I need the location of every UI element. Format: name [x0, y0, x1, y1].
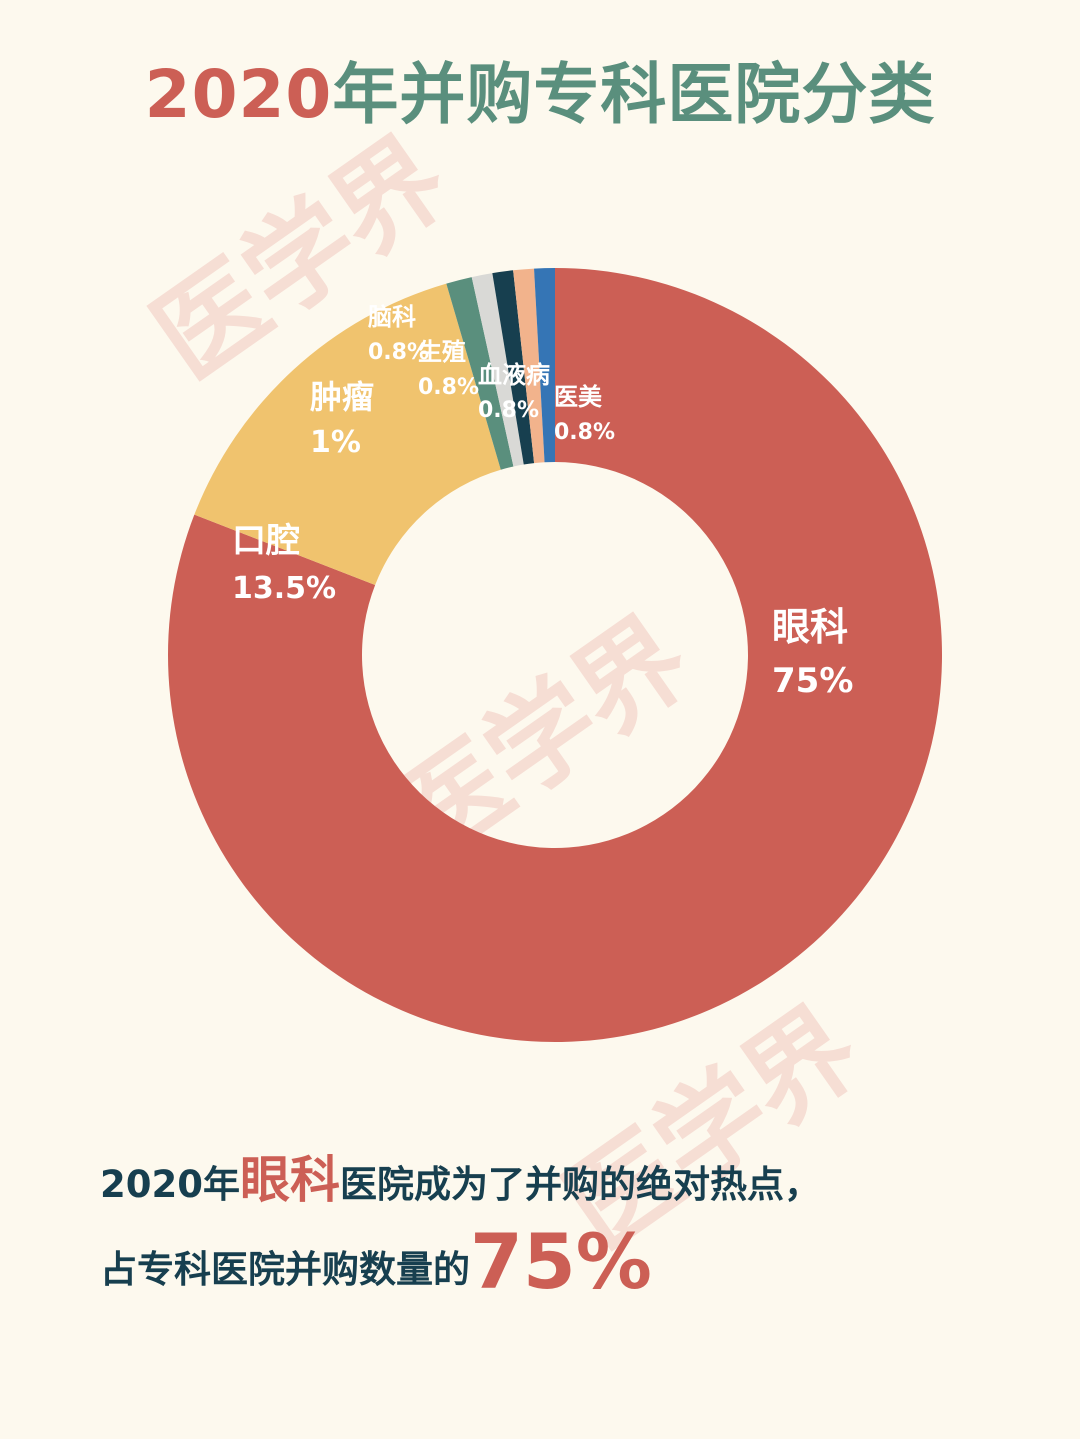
page-title: 2020年并购专科医院分类 — [0, 62, 1080, 128]
slice-4 — [492, 270, 535, 465]
slice-value-1: 13.5% — [232, 571, 336, 606]
slice-label-3: 脑科 — [367, 303, 416, 331]
slice-label-4: 生殖 — [418, 338, 466, 366]
title-year: 2020 — [144, 56, 333, 133]
slice-0 — [168, 268, 942, 1043]
slice-5 — [513, 268, 545, 464]
title-text: 年并购专科医院分类 — [332, 56, 936, 133]
slice-value-5: 0.8% — [478, 398, 539, 423]
slice-value-6: 0.8% — [554, 420, 615, 445]
slice-2 — [446, 277, 514, 470]
slice-3 — [471, 273, 524, 467]
slice-value-0: 75% — [772, 661, 853, 701]
summary-line2-highlight: 75% — [470, 1217, 652, 1306]
summary-line-2: 占专科医院并购数量的75% — [100, 1222, 652, 1310]
summary-line-1: 2020年眼科医院成为了并购的绝对热点， — [100, 1152, 821, 1213]
slice-label-1: 口腔 — [232, 521, 300, 561]
slice-label-6: 医美 — [554, 383, 602, 411]
slice-1 — [194, 283, 501, 586]
slice-label-5: 血液病 — [478, 361, 550, 389]
slice-label-2: 肿瘤 — [310, 378, 374, 416]
summary-line1-pre: 2020年 — [100, 1163, 240, 1206]
slice-value-2: 1% — [310, 425, 361, 460]
slice-6 — [534, 268, 555, 463]
summary-line1-post: 医院成为了并购的绝对热点， — [339, 1163, 821, 1206]
slice-label-0: 眼科 — [772, 605, 848, 649]
summary-line2-pre: 占专科医院并购数量的 — [100, 1248, 470, 1291]
summary-line1-highlight: 眼科 — [239, 1151, 340, 1209]
slice-value-4: 0.8% — [418, 375, 479, 400]
slice-value-3: 0.8% — [368, 340, 429, 365]
